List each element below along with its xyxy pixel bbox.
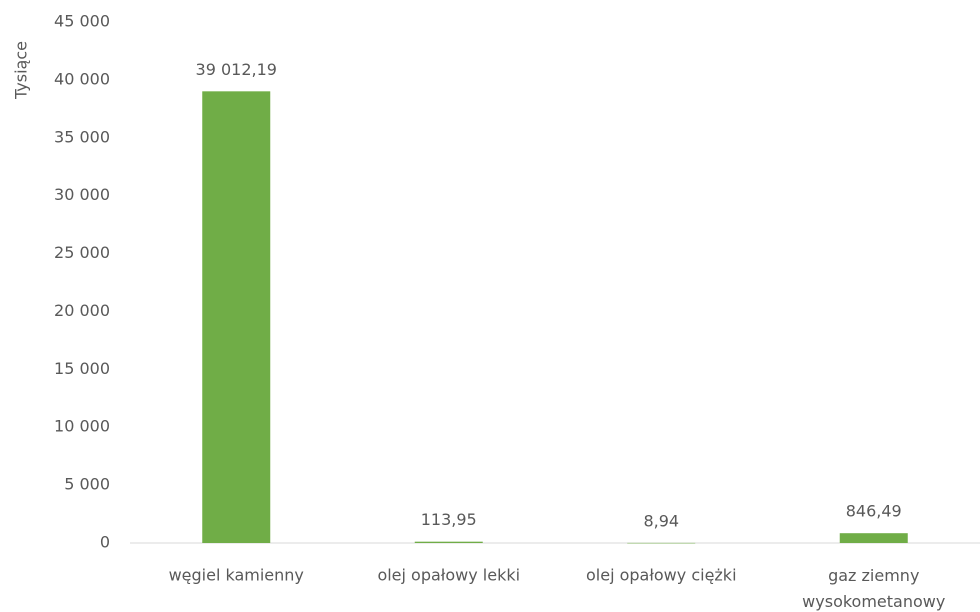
y-tick-label: 20 000	[54, 301, 110, 320]
y-tick-label: 25 000	[54, 243, 110, 262]
x-tick-label: gaz ziemny wysokometanowy	[802, 566, 945, 611]
x-tick-label: olej opałowy ciężki	[586, 566, 737, 585]
x-tick-label: węgiel kamienny	[169, 566, 304, 585]
y-tick-label: 35 000	[54, 127, 110, 146]
y-tick-label: 30 000	[54, 185, 110, 204]
y-axis-title: Tysiące	[12, 41, 31, 100]
data-label: 8,94	[643, 511, 679, 530]
y-tick-label: 45 000	[54, 12, 110, 31]
data-label: 113,95	[421, 510, 477, 529]
y-tick-label: 0	[100, 533, 110, 552]
x-tick-label: olej opałowy lekki	[377, 566, 520, 585]
bar	[627, 542, 696, 544]
data-label: 846,49	[846, 502, 902, 521]
y-tick-label: 40 000	[54, 69, 110, 88]
y-tick-label: 10 000	[54, 417, 110, 436]
y-tick-label: 5 000	[64, 475, 110, 494]
bar	[202, 91, 271, 543]
bar	[414, 541, 483, 543]
bar	[839, 533, 908, 543]
y-tick-label: 15 000	[54, 359, 110, 378]
data-label: 39 012,19	[196, 60, 277, 79]
